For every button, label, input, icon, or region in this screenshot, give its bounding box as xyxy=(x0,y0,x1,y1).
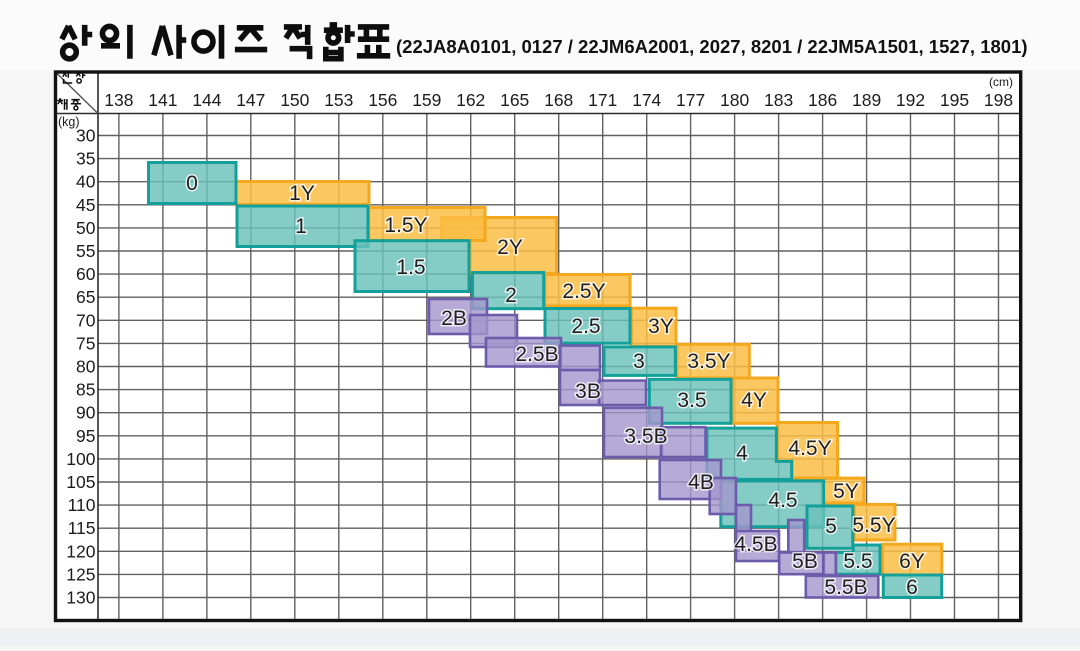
svg-text:60: 60 xyxy=(76,264,96,284)
svg-text:2: 2 xyxy=(505,284,517,307)
svg-text:(cm): (cm) xyxy=(989,75,1013,89)
svg-text:1.5: 1.5 xyxy=(396,256,425,279)
svg-text:150: 150 xyxy=(280,90,309,110)
svg-text:183: 183 xyxy=(764,90,793,110)
svg-text:85: 85 xyxy=(76,380,95,400)
svg-text:(22JA8A0101, 0127 / 22JM6A2001: (22JA8A0101, 0127 / 22JM6A2001, 2027, 82… xyxy=(396,36,1028,57)
svg-text:198: 198 xyxy=(984,90,1013,110)
svg-text:3B: 3B xyxy=(575,380,601,403)
svg-text:5B: 5B xyxy=(792,550,818,573)
svg-text:138: 138 xyxy=(104,90,133,110)
svg-text:6: 6 xyxy=(906,576,918,599)
svg-text:65: 65 xyxy=(76,287,95,307)
svg-text:2.5: 2.5 xyxy=(571,315,600,338)
svg-text:(kg): (kg) xyxy=(58,115,80,129)
svg-text:168: 168 xyxy=(544,90,573,110)
svg-text:3.5: 3.5 xyxy=(677,389,706,412)
svg-text:5.5B: 5.5B xyxy=(824,576,867,599)
svg-text:174: 174 xyxy=(632,90,661,110)
svg-text:5: 5 xyxy=(825,515,837,538)
svg-text:153: 153 xyxy=(324,90,353,110)
svg-text:156: 156 xyxy=(368,90,397,110)
svg-text:147: 147 xyxy=(236,90,265,110)
svg-text:90: 90 xyxy=(76,403,96,423)
svg-text:115: 115 xyxy=(68,518,96,538)
svg-text:1: 1 xyxy=(295,215,307,238)
svg-text:95: 95 xyxy=(76,426,95,446)
svg-text:75: 75 xyxy=(76,333,95,353)
svg-text:5Y: 5Y xyxy=(833,480,859,503)
svg-text:4B: 4B xyxy=(688,471,714,494)
svg-text:5.5Y: 5.5Y xyxy=(852,514,895,537)
svg-text:50: 50 xyxy=(76,218,96,238)
svg-text:0: 0 xyxy=(186,172,198,195)
svg-text:5.5: 5.5 xyxy=(843,550,872,573)
svg-text:4.5B: 4.5B xyxy=(734,533,777,556)
svg-text:177: 177 xyxy=(676,90,705,110)
svg-text:35: 35 xyxy=(76,149,95,169)
svg-text:40: 40 xyxy=(76,172,96,192)
svg-text:30: 30 xyxy=(76,126,96,146)
svg-text:6Y: 6Y xyxy=(899,550,925,573)
svg-text:110: 110 xyxy=(68,495,96,515)
svg-text:4Y: 4Y xyxy=(741,389,767,412)
svg-text:70: 70 xyxy=(76,310,96,330)
svg-text:186: 186 xyxy=(808,90,837,110)
svg-text:45: 45 xyxy=(76,195,95,215)
svg-text:141: 141 xyxy=(148,90,177,110)
svg-text:3: 3 xyxy=(633,350,645,373)
svg-text:2B: 2B xyxy=(441,307,467,330)
svg-text:159: 159 xyxy=(412,90,441,110)
svg-text:144: 144 xyxy=(192,90,221,110)
svg-text:1.5Y: 1.5Y xyxy=(384,214,427,237)
svg-text:180: 180 xyxy=(720,90,749,110)
svg-text:100: 100 xyxy=(66,449,95,469)
svg-text:192: 192 xyxy=(896,90,925,110)
svg-text:4: 4 xyxy=(736,442,748,465)
svg-text:2Y: 2Y xyxy=(497,236,523,259)
svg-text:105: 105 xyxy=(66,472,95,492)
svg-text:165: 165 xyxy=(500,90,529,110)
svg-text:171: 171 xyxy=(588,90,617,110)
svg-text:162: 162 xyxy=(456,90,485,110)
svg-text:1Y: 1Y xyxy=(289,182,315,205)
svg-text:195: 195 xyxy=(940,90,969,110)
svg-text:130: 130 xyxy=(66,588,95,608)
svg-text:4.5: 4.5 xyxy=(768,489,797,512)
svg-text:120: 120 xyxy=(66,541,95,561)
svg-text:3Y: 3Y xyxy=(648,315,674,338)
svg-text:2.5B: 2.5B xyxy=(515,343,558,366)
svg-text:80: 80 xyxy=(76,357,96,377)
svg-text:3.5B: 3.5B xyxy=(624,425,667,448)
svg-text:2.5Y: 2.5Y xyxy=(562,280,605,303)
svg-text:55: 55 xyxy=(76,241,95,261)
svg-text:189: 189 xyxy=(852,90,881,110)
svg-text:125: 125 xyxy=(66,564,95,584)
svg-text:3.5Y: 3.5Y xyxy=(687,350,730,373)
svg-text:4.5Y: 4.5Y xyxy=(788,437,831,460)
